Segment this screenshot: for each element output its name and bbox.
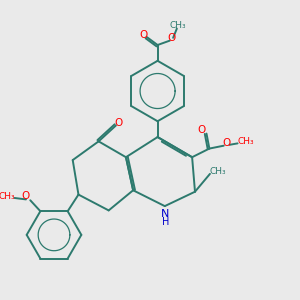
Text: N: N [161, 209, 170, 219]
Text: O: O [168, 33, 176, 43]
Text: O: O [223, 138, 231, 148]
Text: O: O [198, 124, 206, 135]
Text: O: O [22, 191, 30, 201]
Text: CH₃: CH₃ [170, 21, 187, 30]
Text: H: H [162, 217, 169, 227]
Text: O: O [140, 30, 148, 40]
Text: CH₃: CH₃ [237, 137, 254, 146]
Text: CH₃: CH₃ [0, 192, 15, 201]
Text: O: O [114, 118, 122, 128]
Text: CH₃: CH₃ [210, 167, 226, 176]
